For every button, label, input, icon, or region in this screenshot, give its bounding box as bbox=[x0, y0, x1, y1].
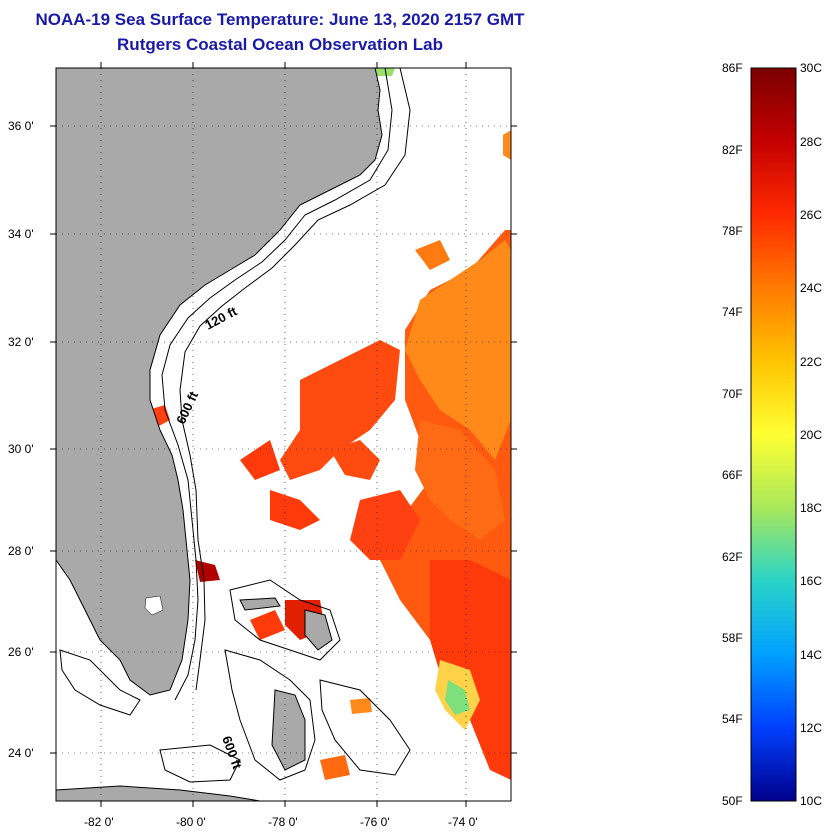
colorbar-fahrenheit-labels: 86F 82F 78F 74F 70F 66F 62F 58F 54F 50F bbox=[722, 61, 743, 808]
cb-label-10c: 10C bbox=[800, 794, 822, 808]
bathymetry-contours bbox=[59, 68, 411, 783]
cb-label-30c: 30C bbox=[800, 61, 822, 75]
contour-600ft bbox=[179, 68, 411, 691]
sst-patch-strait-1 bbox=[250, 610, 285, 640]
sst-patch-central-3 bbox=[270, 490, 320, 530]
land-southeast-us bbox=[56, 68, 383, 696]
sst-data-layer bbox=[148, 68, 511, 780]
contour-bahamas-2 bbox=[224, 649, 316, 781]
cb-label-18c: 18C bbox=[800, 501, 822, 515]
sst-patch-coast-2 bbox=[195, 560, 220, 582]
cb-label-24c: 24C bbox=[800, 281, 822, 295]
lon-label-82: -82 0' bbox=[84, 815, 114, 829]
sst-patch-central-5 bbox=[240, 440, 280, 480]
sst-patch-ne bbox=[503, 130, 511, 160]
sst-patch-north bbox=[415, 240, 450, 270]
sst-patch-east-orange bbox=[405, 240, 511, 460]
lon-label-76: -76 0' bbox=[360, 815, 390, 829]
sst-patch-central-2 bbox=[330, 440, 380, 480]
land-andros bbox=[271, 689, 306, 771]
cb-label-70f: 70F bbox=[722, 387, 743, 401]
cb-label-14c: 14C bbox=[800, 648, 822, 662]
lat-label-28: 28 0' bbox=[8, 544, 34, 558]
lat-label-26: 26 0' bbox=[8, 645, 34, 659]
map-frame bbox=[55, 67, 512, 802]
map-title: NOAA-19 Sea Surface Temperature: June 13… bbox=[35, 10, 525, 29]
cb-label-20c: 20C bbox=[800, 428, 822, 442]
sst-patch-central-1 bbox=[280, 340, 400, 480]
land-layer bbox=[56, 68, 383, 801]
cb-label-50f: 50F bbox=[722, 794, 743, 808]
sst-patch-bahamas-cool bbox=[445, 680, 470, 715]
lat-label-34: 34 0' bbox=[8, 227, 34, 241]
cb-label-74f: 74F bbox=[722, 305, 743, 319]
cb-label-78f: 78F bbox=[722, 224, 743, 238]
land-abaco bbox=[304, 609, 333, 651]
contour-bahamas-3 bbox=[319, 679, 411, 776]
sst-patch-south-2 bbox=[350, 698, 372, 714]
sst-patch-far-north bbox=[372, 68, 395, 76]
land-lake-okeechobee bbox=[144, 595, 164, 616]
lon-label-78: -78 0' bbox=[268, 815, 298, 829]
colorbar-celsius-labels: 30C 28C 26C 24C 22C 20C 18C 16C 14C 12C … bbox=[800, 61, 822, 808]
colorbar bbox=[750, 67, 797, 802]
cb-label-86f: 86F bbox=[722, 61, 743, 75]
cb-label-54f: 54F bbox=[722, 712, 743, 726]
cb-label-22c: 22C bbox=[800, 355, 822, 369]
cb-label-82f: 82F bbox=[722, 143, 743, 157]
sst-patch-east-mid bbox=[415, 420, 505, 540]
contour-120ft bbox=[161, 68, 393, 701]
sst-patch-south-1 bbox=[320, 755, 350, 780]
sst-patch-south bbox=[430, 560, 511, 780]
lat-label-24: 24 0' bbox=[8, 746, 34, 760]
lat-label-30: 30 0' bbox=[8, 442, 34, 456]
lon-label-74: -74 0' bbox=[448, 815, 478, 829]
graticule bbox=[56, 68, 511, 801]
lat-label-36: 36 0' bbox=[8, 119, 34, 133]
cb-label-62f: 62F bbox=[722, 550, 743, 564]
cb-label-66f: 66F bbox=[722, 468, 743, 482]
land-grand-bahama bbox=[239, 597, 281, 611]
cb-label-26c: 26C bbox=[800, 208, 822, 222]
lat-label-32: 32 0' bbox=[8, 335, 34, 349]
land-cuba bbox=[56, 785, 261, 801]
cb-label-28c: 28C bbox=[800, 135, 822, 149]
contour-cuba bbox=[159, 744, 241, 783]
contour-keys bbox=[59, 649, 141, 716]
map-subtitle: Rutgers Coastal Ocean Observation Lab bbox=[117, 35, 443, 54]
cb-label-58f: 58F bbox=[722, 631, 743, 645]
cb-label-16c: 16C bbox=[800, 574, 822, 588]
sst-patch-central-4 bbox=[350, 490, 420, 560]
lon-label-80: -80 0' bbox=[176, 815, 206, 829]
cb-label-12c: 12C bbox=[800, 721, 822, 735]
axis-ticks bbox=[50, 62, 517, 807]
